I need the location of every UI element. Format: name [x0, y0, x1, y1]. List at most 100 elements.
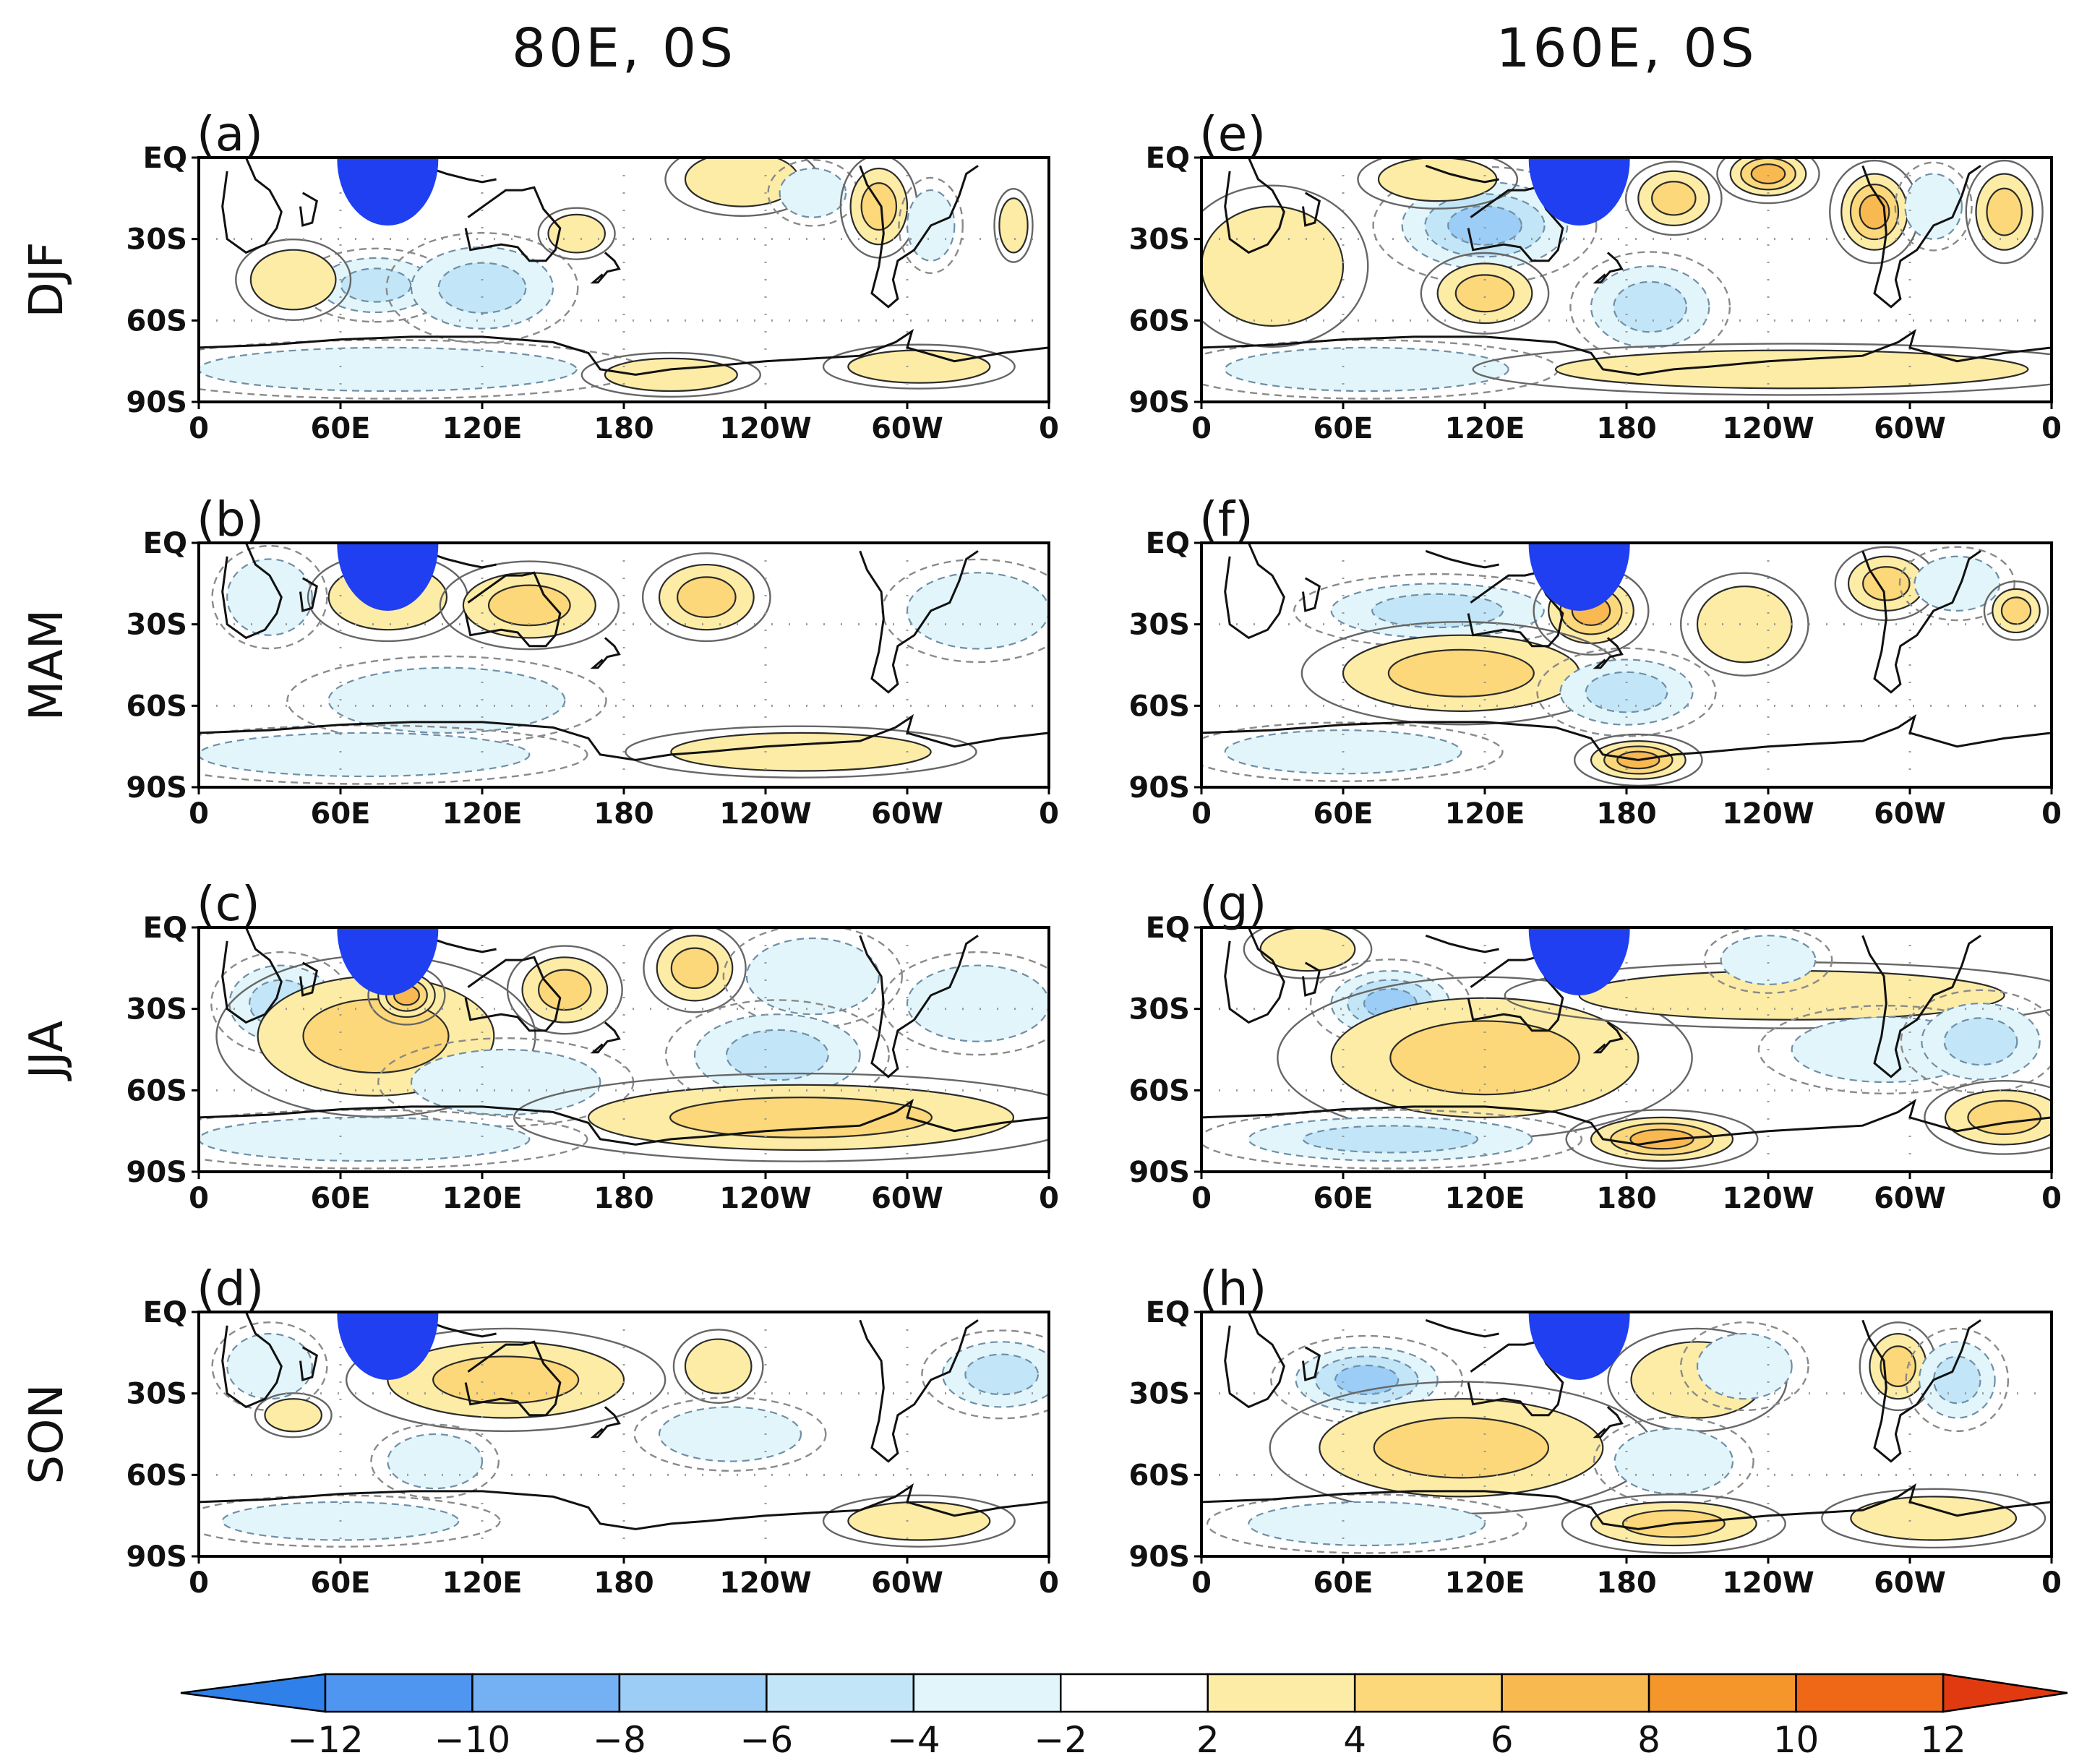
coastline [221, 927, 283, 1024]
anomaly-blob [226, 558, 313, 636]
anomaly-blob [1389, 1020, 1580, 1096]
coastline [1593, 1406, 1624, 1438]
coastline [1861, 1319, 1981, 1463]
x-tick-label: 60E [1313, 1182, 1373, 1215]
y-tick-label: 60S [1129, 690, 1190, 723]
colorbar-swatch [1647, 1673, 1797, 1713]
contour-outer [822, 1494, 1016, 1548]
y-tick-label: 60S [127, 690, 187, 723]
x-tick-label: 60E [1313, 1566, 1373, 1600]
y-tick-label: EQ [1146, 142, 1190, 175]
x-tick-label: 0 [189, 797, 209, 831]
contour-outer [1821, 1488, 2047, 1549]
x-tick-label: 60W [871, 1566, 943, 1600]
coastline [1224, 1312, 1285, 1409]
anomaly-blob [1696, 585, 1793, 664]
colorbar-swatch [766, 1673, 915, 1713]
colorbar-swatch [1795, 1673, 1945, 1713]
x-tick-label: 60E [311, 412, 371, 445]
contour-outer [1703, 927, 1833, 994]
coastline [1467, 1340, 1564, 1417]
panel-field [1201, 927, 2052, 1172]
anomaly-blob [1651, 181, 1697, 216]
x-tick-label: 0 [1039, 1182, 1059, 1215]
x-tick-label: 0 [1039, 797, 1059, 831]
anomaly-blob [1201, 205, 1345, 327]
x-tick-label: 0 [1191, 1566, 1212, 1600]
contour-outer [1624, 160, 1723, 236]
x-tick-label: 60W [1874, 797, 1946, 831]
panel-field [199, 1312, 1049, 1556]
colorbar-tick-label: 4 [1343, 1719, 1366, 1758]
anomaly-blob [1967, 1099, 2042, 1136]
panel-field [199, 927, 1049, 1172]
y-tick-label: 90S [127, 386, 187, 419]
x-tick-label: 120E [1445, 1566, 1525, 1600]
contour-outer [1983, 580, 2049, 641]
coastline [422, 934, 497, 953]
forcing-center [1528, 1312, 1630, 1380]
coastline [1224, 927, 1285, 1024]
coastline [1302, 577, 1321, 612]
anomaly-blob [2000, 596, 2032, 625]
anomaly-blob [1720, 935, 1817, 985]
y-tick-label: 90S [1129, 386, 1190, 419]
anomaly-blob [1585, 671, 1668, 713]
x-tick-label: 60W [871, 797, 943, 831]
x-tick-label: 120W [1722, 412, 1814, 445]
forcing-center [1528, 543, 1630, 611]
anomaly-blob [1933, 1355, 1981, 1405]
x-tick-label: 180 [593, 1182, 654, 1215]
anomaly-blob [1943, 1017, 2018, 1066]
anomaly-blob [538, 969, 592, 1011]
x-tick-label: 0 [2041, 1182, 2062, 1215]
x-tick-label: 0 [1039, 412, 1059, 445]
colorbar-swatch [1501, 1673, 1650, 1713]
x-tick-label: 60E [1313, 412, 1373, 445]
coastline [590, 637, 621, 669]
anomaly-blob [547, 213, 606, 254]
coastline [1593, 252, 1624, 284]
colorbar-swatch [618, 1673, 768, 1713]
x-tick-label: 120E [1445, 1182, 1525, 1215]
contour-outer [1905, 1327, 2010, 1433]
x-tick-label: 0 [2041, 412, 2062, 445]
coastline [464, 956, 562, 1032]
forcing-center [1528, 927, 1630, 995]
contour-outer [643, 927, 747, 1013]
panel-label: (b) [197, 492, 264, 547]
x-tick-label: 120E [1445, 797, 1525, 831]
coastline [1467, 571, 1564, 648]
contour-outer [385, 232, 579, 344]
coastline [199, 713, 1049, 761]
y-tick-label: 30S [1129, 993, 1190, 1026]
contour-outer [641, 552, 771, 643]
x-tick-label: 60W [871, 1182, 943, 1215]
colorbar-under-arrow [180, 1673, 327, 1713]
anomaly-blob [199, 732, 531, 778]
coastline [1302, 192, 1321, 227]
x-tick-label: 60E [311, 1566, 371, 1600]
coastline [1593, 637, 1624, 669]
anomaly-blob [1613, 1428, 1734, 1495]
contour-outer [1243, 927, 1373, 979]
contour-outer [370, 1423, 500, 1499]
x-tick-label: 120E [442, 1182, 523, 1215]
colorbar-swatch [324, 1673, 473, 1713]
contour-outer [439, 560, 620, 651]
contour-outer [1201, 184, 1369, 348]
contour-outer [1679, 572, 1809, 677]
coastline [299, 1346, 318, 1381]
anomaly-blob [670, 732, 932, 772]
y-tick-label: 90S [127, 771, 187, 805]
anomaly-blob [302, 998, 450, 1074]
colorbar-swatch [1353, 1673, 1503, 1713]
y-tick-label: 90S [1129, 1156, 1190, 1189]
y-tick-label: EQ [1146, 912, 1190, 945]
x-tick-label: 120W [719, 797, 812, 831]
contour-outer [1472, 343, 2052, 396]
y-tick-label: 90S [1129, 771, 1190, 805]
coastline [590, 252, 621, 284]
x-tick-label: 180 [1596, 1182, 1657, 1215]
x-tick-label: 0 [2041, 1566, 2062, 1600]
